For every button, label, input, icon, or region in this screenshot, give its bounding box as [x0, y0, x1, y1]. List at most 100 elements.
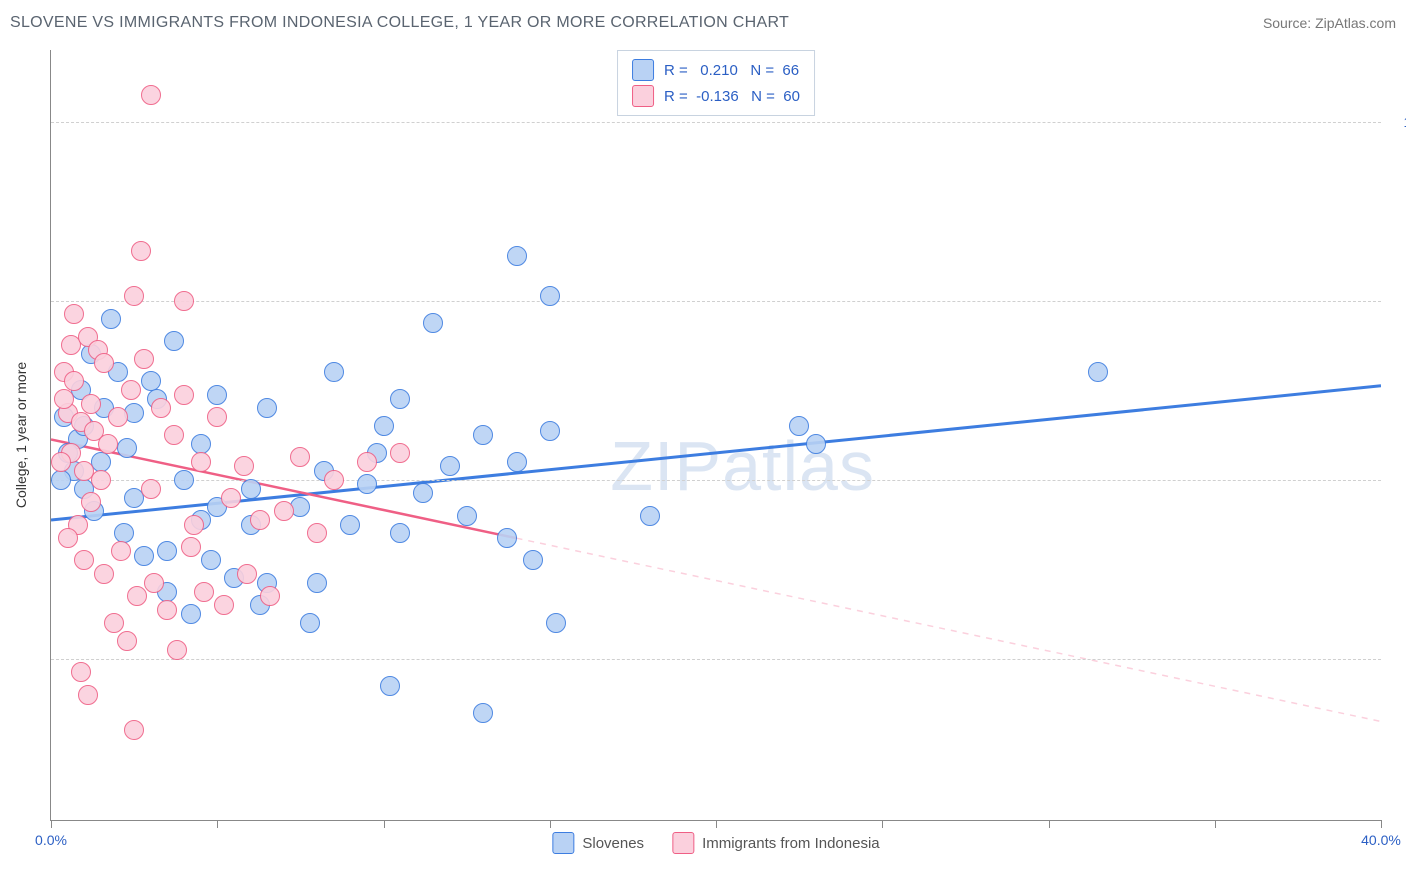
stats-text: R = -0.136 N = 60: [664, 88, 800, 105]
scatter-marker: [507, 452, 527, 472]
source-label: Source: ZipAtlas.com: [1263, 15, 1396, 31]
scatter-marker: [201, 550, 221, 570]
trendline-dashed: [517, 538, 1382, 721]
scatter-marker: [134, 546, 154, 566]
scatter-marker: [117, 438, 137, 458]
scatter-marker: [64, 304, 84, 324]
scatter-marker: [507, 246, 527, 266]
scatter-marker: [307, 573, 327, 593]
scatter-marker: [374, 416, 394, 436]
scatter-marker: [546, 613, 566, 633]
scatter-marker: [390, 389, 410, 409]
scatter-marker: [181, 604, 201, 624]
title-bar: SLOVENE VS IMMIGRANTS FROM INDONESIA COL…: [10, 14, 1396, 32]
scatter-marker: [290, 447, 310, 467]
chart-area: College, 1 year or more ZIPatlas R = 0.2…: [50, 50, 1381, 821]
scatter-marker: [51, 470, 71, 490]
scatter-marker: [806, 434, 826, 454]
scatter-marker: [207, 385, 227, 405]
scatter-marker: [54, 389, 74, 409]
scatter-marker: [117, 631, 137, 651]
scatter-marker: [357, 474, 377, 494]
scatter-marker: [167, 640, 187, 660]
gridline-horizontal: [51, 122, 1381, 123]
scatter-marker: [540, 421, 560, 441]
trendline-solid: [51, 386, 1381, 520]
scatter-marker: [523, 550, 543, 570]
scatter-marker: [241, 479, 261, 499]
scatter-marker: [157, 600, 177, 620]
scatter-marker: [141, 85, 161, 105]
scatter-marker: [157, 541, 177, 561]
scatter-marker: [234, 456, 254, 476]
scatter-marker: [540, 286, 560, 306]
x-tick: [1381, 820, 1382, 828]
scatter-marker: [221, 488, 241, 508]
scatter-marker: [74, 550, 94, 570]
scatter-marker: [789, 416, 809, 436]
scatter-marker: [307, 523, 327, 543]
gridline-horizontal: [51, 659, 1381, 660]
scatter-marker: [141, 479, 161, 499]
scatter-marker: [473, 703, 493, 723]
stats-row: R = 0.210 N = 66: [632, 57, 800, 83]
x-tick: [384, 820, 385, 828]
x-tick: [51, 820, 52, 828]
scatter-marker: [274, 501, 294, 521]
scatter-marker: [457, 506, 477, 526]
scatter-marker: [94, 564, 114, 584]
y-tick-label: 100.0%: [1391, 114, 1406, 130]
legend-swatch: [632, 85, 654, 107]
x-tick: [1215, 820, 1216, 828]
scatter-marker: [58, 528, 78, 548]
watermark: ZIPatlas: [610, 426, 875, 506]
bottom-legend: Slovenes Immigrants from Indonesia: [552, 832, 879, 854]
x-tick: [1049, 820, 1050, 828]
scatter-marker: [98, 434, 118, 454]
scatter-marker: [131, 241, 151, 261]
scatter-marker: [108, 407, 128, 427]
scatter-marker: [191, 452, 211, 472]
scatter-marker: [324, 470, 344, 490]
scatter-marker: [111, 541, 131, 561]
y-axis-label: College, 1 year or more: [13, 362, 29, 508]
scatter-marker: [101, 309, 121, 329]
scatter-marker: [81, 492, 101, 512]
legend-swatch: [672, 832, 694, 854]
scatter-marker: [1088, 362, 1108, 382]
trendline-layer: [51, 50, 1381, 820]
gridline-horizontal: [51, 301, 1381, 302]
legend-item: Immigrants from Indonesia: [672, 832, 880, 854]
scatter-marker: [214, 595, 234, 615]
legend-swatch: [632, 59, 654, 81]
scatter-marker: [380, 676, 400, 696]
scatter-marker: [473, 425, 493, 445]
chart-title: SLOVENE VS IMMIGRANTS FROM INDONESIA COL…: [10, 14, 789, 32]
scatter-marker: [497, 528, 517, 548]
scatter-marker: [104, 613, 124, 633]
scatter-marker: [78, 685, 98, 705]
scatter-marker: [114, 523, 134, 543]
scatter-marker: [324, 362, 344, 382]
legend-label: Slovenes: [582, 835, 644, 852]
scatter-marker: [71, 662, 91, 682]
scatter-marker: [640, 506, 660, 526]
scatter-marker: [164, 331, 184, 351]
x-tick-label: 0.0%: [35, 832, 67, 848]
scatter-marker: [390, 443, 410, 463]
scatter-marker: [260, 586, 280, 606]
legend-label: Immigrants from Indonesia: [702, 835, 880, 852]
scatter-marker: [174, 291, 194, 311]
x-tick: [217, 820, 218, 828]
scatter-marker: [413, 483, 433, 503]
x-tick: [550, 820, 551, 828]
legend-item: Slovenes: [552, 832, 644, 854]
scatter-marker: [81, 394, 101, 414]
scatter-marker: [144, 573, 164, 593]
scatter-marker: [250, 510, 270, 530]
scatter-marker: [134, 349, 154, 369]
stats-row: R = -0.136 N = 60: [632, 83, 800, 109]
x-tick-label: 40.0%: [1361, 832, 1401, 848]
legend-swatch: [552, 832, 574, 854]
scatter-marker: [124, 720, 144, 740]
